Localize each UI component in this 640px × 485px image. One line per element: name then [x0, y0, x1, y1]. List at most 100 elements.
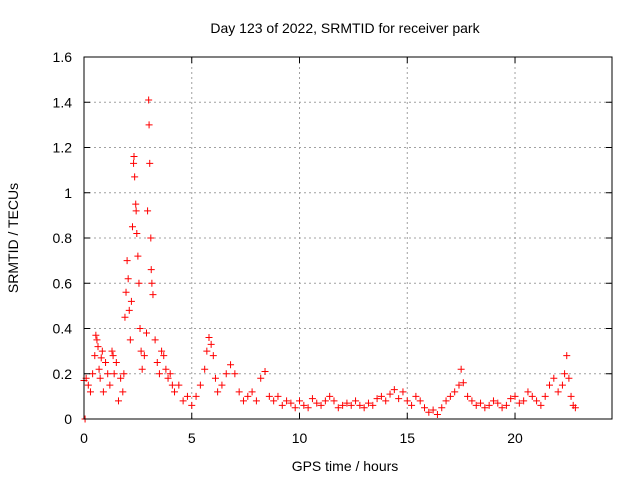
data-point [511, 392, 519, 400]
data-point [140, 352, 148, 360]
data-point [455, 381, 463, 389]
data-point [144, 207, 152, 215]
data-point [498, 404, 506, 412]
data-point [110, 370, 118, 378]
data-point [489, 397, 497, 405]
data-point [472, 401, 480, 409]
y-tick-label: 1.2 [53, 140, 73, 156]
data-point [283, 397, 291, 405]
data-point [91, 352, 99, 360]
data-point [99, 388, 107, 396]
data-point [524, 388, 532, 396]
data-point [201, 365, 209, 373]
data-point [550, 374, 558, 382]
data-point [138, 365, 146, 373]
data-point [94, 343, 102, 351]
data-point [106, 381, 114, 389]
data-point [130, 159, 138, 167]
x-axis-label: GPS time / hours [292, 458, 399, 474]
data-point [352, 397, 360, 405]
data-point [164, 374, 172, 382]
data-point [188, 401, 196, 409]
data-point [160, 352, 168, 360]
data-point [334, 404, 342, 412]
data-point [235, 388, 243, 396]
data-point [360, 404, 368, 412]
data-point [95, 365, 103, 373]
data-point [270, 397, 278, 405]
data-point [446, 392, 454, 400]
y-axis-label: SRMTID / TECUs [5, 183, 21, 293]
chart-title: Day 123 of 2022, SRMTID for receiver par… [210, 20, 480, 36]
data-point [520, 397, 528, 405]
y-tick-label: 0.2 [53, 366, 73, 382]
data-point [166, 370, 174, 378]
data-point [364, 399, 372, 407]
data-point [162, 365, 170, 373]
data-point [507, 395, 515, 403]
x-tick-label: 15 [399, 430, 415, 446]
data-point [137, 347, 145, 355]
data-point [502, 401, 510, 409]
data-point [541, 392, 549, 400]
data-point [330, 397, 338, 405]
y-tick-label: 0.6 [53, 275, 73, 291]
data-point [125, 306, 133, 314]
data-point [425, 408, 433, 416]
data-point [265, 392, 273, 400]
data-point [175, 381, 183, 389]
data-point [416, 397, 424, 405]
data-point [109, 352, 117, 360]
data-point [421, 404, 429, 412]
data-point [451, 388, 459, 396]
data-point [155, 370, 163, 378]
data-point [537, 401, 545, 409]
data-point [147, 266, 155, 274]
data-point [146, 159, 154, 167]
data-point [214, 388, 222, 396]
data-point [145, 96, 153, 104]
data-point [121, 313, 129, 321]
data-point [464, 392, 472, 400]
data-point [257, 374, 265, 382]
data-point [142, 329, 150, 337]
data-point [377, 392, 385, 400]
y-tick-label: 1.4 [53, 94, 73, 110]
data-point [459, 379, 467, 387]
data-point [373, 395, 381, 403]
data-point [343, 399, 351, 407]
data-point [130, 153, 138, 161]
data-point [326, 392, 334, 400]
data-point [481, 404, 489, 412]
data-point [274, 392, 282, 400]
x-tick-label: 20 [507, 430, 523, 446]
data-point [565, 374, 573, 382]
data-point [196, 381, 204, 389]
grid [84, 57, 612, 419]
data-point [390, 386, 398, 394]
data-point [145, 121, 153, 129]
data-point [123, 257, 131, 265]
data-point [356, 401, 364, 409]
data-point [98, 347, 106, 355]
data-point [207, 340, 215, 348]
data-point [158, 347, 166, 355]
data-point [108, 347, 116, 355]
data-point [93, 336, 101, 344]
data-point [433, 410, 441, 418]
data-point [567, 392, 575, 400]
data-point [546, 381, 554, 389]
x-tick-label: 0 [80, 430, 88, 446]
x-tick-label: 5 [188, 430, 196, 446]
data-point [222, 370, 230, 378]
data-point [429, 406, 437, 414]
data-point [117, 374, 125, 382]
data-point [128, 223, 136, 231]
data-point [468, 397, 476, 405]
data-point [148, 279, 156, 287]
data-point [278, 401, 286, 409]
data-point [296, 397, 304, 405]
data-point [153, 358, 161, 366]
data-point [347, 401, 355, 409]
data-point [558, 381, 566, 389]
